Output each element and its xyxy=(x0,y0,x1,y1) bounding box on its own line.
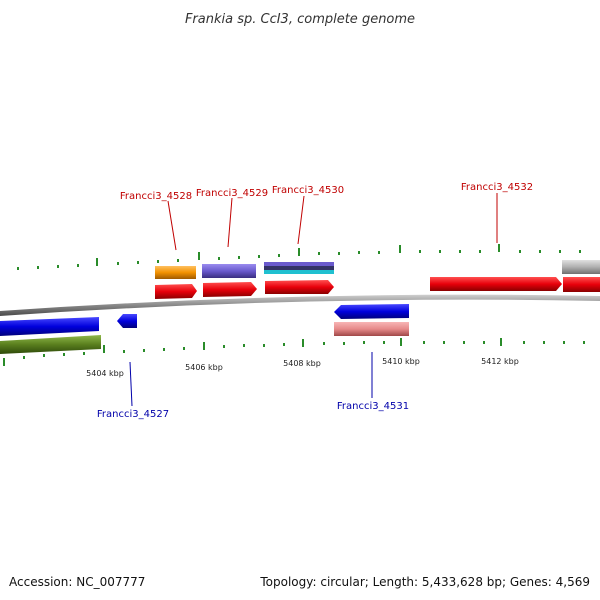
reverse-features-inner xyxy=(0,322,409,354)
multi-feature-stack xyxy=(264,262,334,266)
cds-arrow xyxy=(563,277,600,292)
cds-arrow xyxy=(155,284,197,299)
reverse-cds xyxy=(0,304,409,336)
gene-label-francci3-4530: Francci3_4530 xyxy=(272,185,344,196)
gene-label-francci3-4531: Francci3_4531 xyxy=(337,401,409,412)
scale-label: 5412 kbp xyxy=(481,357,519,366)
pink-feature xyxy=(334,322,409,336)
cds-arrow xyxy=(0,317,99,336)
green-feature xyxy=(0,335,101,354)
map-title: Frankia sp. CcI3, complete genome xyxy=(185,12,415,27)
outer-scale-ticks xyxy=(17,244,581,270)
cds-arrow xyxy=(334,304,409,319)
scale-label: 5404 kbp xyxy=(86,369,124,378)
cds-arrow xyxy=(265,280,334,294)
genome-summary-text: Topology: circular; Length: 5,433,628 bp… xyxy=(259,575,590,589)
gene-label-francci3-4532: Francci3_4532 xyxy=(461,182,533,193)
inner-scale-ticks xyxy=(3,338,585,366)
purple-feature xyxy=(202,264,256,278)
scale-label: 5408 kbp xyxy=(283,359,321,368)
grey-feature xyxy=(562,260,600,274)
gene-label-francci3-4528: Francci3_4528 xyxy=(120,191,192,202)
forward-features-outer xyxy=(155,260,600,279)
multi-feature-stack xyxy=(264,270,334,274)
scale-label: 5410 kbp xyxy=(382,357,420,366)
cds-arrow xyxy=(203,282,257,297)
genome-backbone xyxy=(0,294,600,316)
reverse-gene-labels: Francci3_4527 Francci3_4531 xyxy=(97,352,409,420)
scale-label: 5406 kbp xyxy=(185,363,223,372)
gene-label-francci3-4529: Francci3_4529 xyxy=(196,188,268,199)
multi-feature-stack xyxy=(264,266,334,270)
cds-arrow xyxy=(430,277,562,291)
cds-arrow xyxy=(117,314,137,328)
forward-cds xyxy=(155,277,600,299)
orange-feature xyxy=(155,266,196,279)
accession-text: Accession: NC_007777 xyxy=(9,575,145,589)
forward-gene-labels: Francci3_4528 Francci3_4529 Francci3_453… xyxy=(120,182,533,251)
scale-labels: 5404 kbp 5406 kbp 5408 kbp 5410 kbp 5412… xyxy=(86,357,519,378)
gene-label-francci3-4527: Francci3_4527 xyxy=(97,409,169,420)
